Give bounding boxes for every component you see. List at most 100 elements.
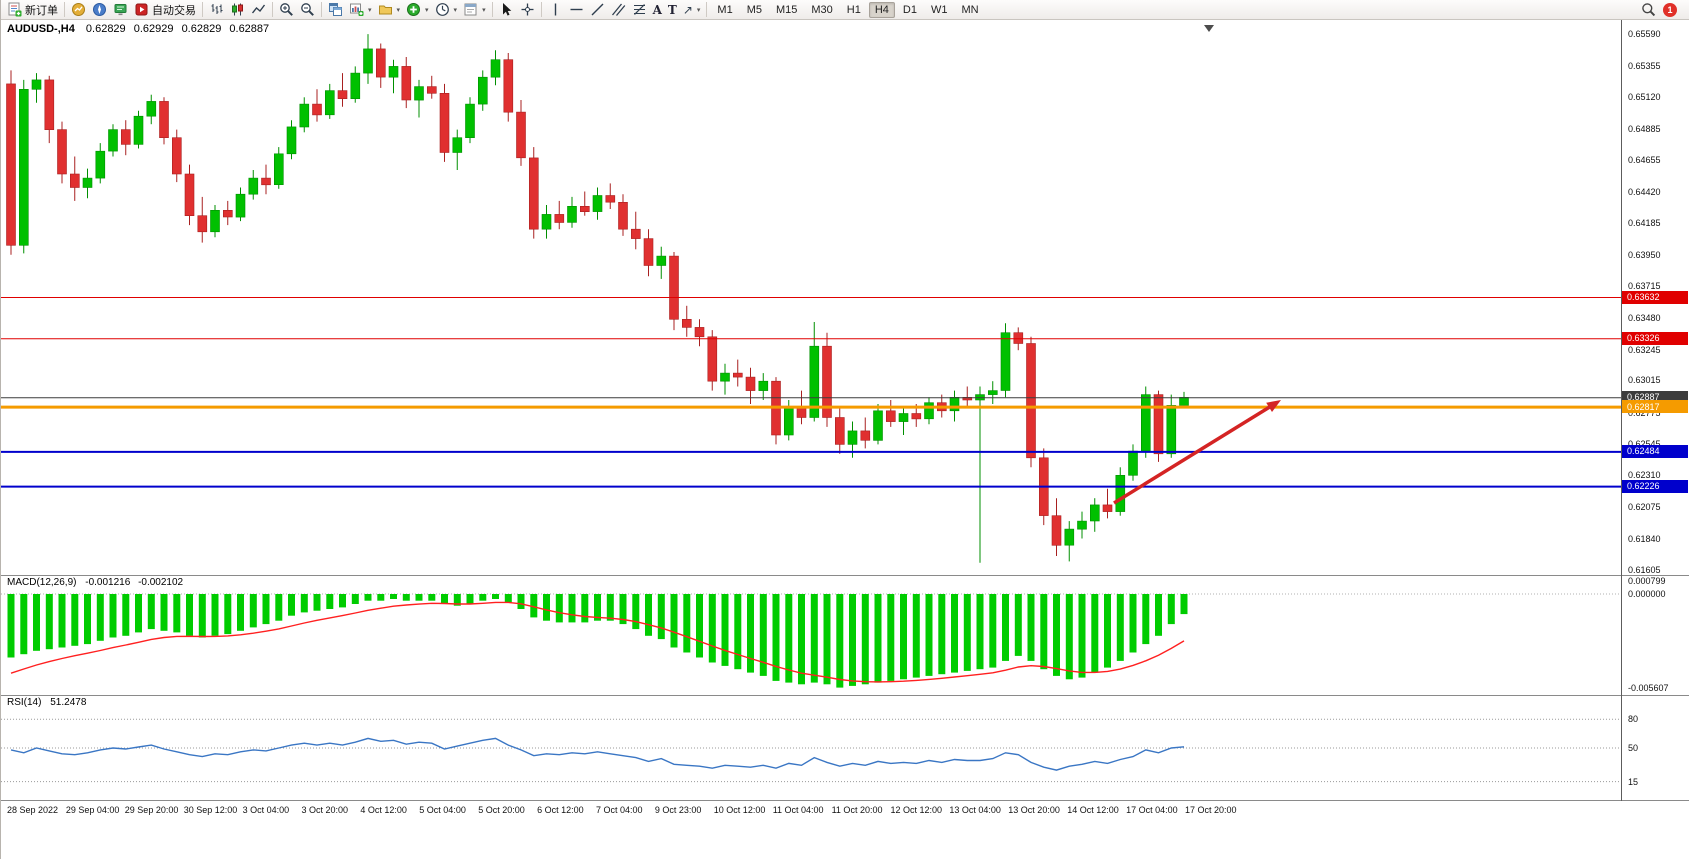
text-tool-icon: A [652, 2, 662, 17]
chart-shift-marker[interactable] [1204, 25, 1214, 32]
toolbar-separator [540, 2, 542, 17]
vline-icon [548, 2, 563, 17]
time-axis-label: 5 Oct 20:00 [478, 805, 525, 815]
timeframe-m5[interactable]: M5 [746, 3, 762, 16]
time-axis-label: 12 Oct 12:00 [890, 805, 943, 815]
rsi-line [10, 737, 1185, 771]
new-order-icon [7, 2, 22, 17]
price-line-label: 0.62226 [1622, 479, 1688, 493]
profiles-button[interactable]: ▾ [375, 1, 404, 18]
trendline-tool[interactable] [587, 1, 608, 18]
time-axis-label: 14 Oct 12:00 [1067, 805, 1119, 815]
new-chart-icon [349, 2, 364, 17]
timeframe-m30[interactable]: M30 [811, 3, 833, 16]
market-watch-icon [71, 2, 86, 17]
fibonacci-tool[interactable] [629, 1, 650, 18]
indicators-button[interactable]: ▾ [403, 1, 432, 18]
auto-trading-button[interactable]: 自动交易 [131, 1, 199, 19]
main-toolbar: 新订单 自动交易 [1, 0, 1689, 20]
label-tool-button[interactable]: T [665, 2, 680, 18]
trend-arrow[interactable] [1113, 400, 1281, 505]
search-icon[interactable] [1641, 2, 1656, 17]
price-axis-label: 0.63245 [1628, 344, 1661, 355]
rsi-level-label: 80 [1628, 714, 1639, 725]
chevron-down-icon: ▾ [453, 6, 458, 14]
window-filler [1, 822, 1689, 859]
ohlc-high: 0.62929 [133, 23, 174, 35]
price-line-label: 0.62484 [1622, 444, 1688, 458]
notification-badge[interactable]: 1 [1663, 2, 1677, 17]
tile-windows-button[interactable] [325, 1, 346, 18]
time-axis-label: 13 Oct 04:00 [949, 805, 1001, 815]
auto-trading-icon [134, 2, 149, 17]
macd-canvas[interactable] [1, 576, 1621, 695]
toolbar-separator [706, 2, 708, 17]
zoom-out-button[interactable] [297, 1, 318, 18]
toolbar-separator [272, 2, 273, 17]
macd-title: MACD(12,26,9) [7, 577, 77, 588]
price-axis-label: 0.65590 [1628, 29, 1661, 40]
line-chart-icon [251, 2, 266, 17]
timeframe-w1[interactable]: W1 [930, 3, 948, 16]
price-line-label: 0.62817 [1622, 400, 1688, 414]
arrows-tool-button[interactable]: ↗ ▾ [680, 2, 704, 18]
new-order-button[interactable]: 新订单 [4, 1, 61, 19]
zoom-in-button[interactable] [276, 1, 297, 18]
macd-value-2: -0.002102 [138, 577, 184, 588]
periods-button[interactable]: ▾ [432, 1, 461, 18]
timeframe-h1[interactable]: H1 [846, 3, 861, 16]
time-axis-label: 4 Oct 12:00 [360, 805, 407, 815]
line-chart-button[interactable] [248, 1, 269, 18]
time-axis-label: 13 Oct 20:00 [1008, 805, 1060, 815]
horizontal-line-tool[interactable] [566, 1, 587, 18]
zoom-out-icon [300, 2, 315, 17]
timeframe-mn[interactable]: MN [961, 3, 979, 16]
chevron-down-icon: ▾ [696, 6, 701, 14]
timeframe-h4[interactable]: H4 [868, 1, 895, 18]
text-tool-button[interactable]: A [650, 2, 665, 18]
time-axis[interactable]: 28 Sep 2022 29 Sep 04:00 29 Sep 20:00 30 Se… [1, 801, 1689, 822]
new-chart-button[interactable]: ▾ [346, 1, 375, 18]
candlestick-icon [230, 2, 245, 17]
timeframe-m1[interactable]: M1 [717, 3, 733, 16]
chevron-down-icon: ▾ [482, 6, 486, 14]
vertical-line-tool[interactable] [545, 1, 566, 18]
rsi-canvas[interactable] [1, 696, 1621, 800]
market-watch-button[interactable] [68, 1, 89, 18]
time-axis-label: 28 Sep 2022 [7, 805, 59, 815]
terminal-button[interactable] [110, 1, 131, 18]
chevron-down-icon: ▾ [368, 6, 372, 14]
templates-icon [463, 2, 478, 17]
price-axis-label: 0.65355 [1628, 60, 1661, 71]
time-axis-label: 11 Oct 04:00 [772, 805, 824, 815]
toolbar-separator [64, 2, 65, 17]
main-chart-canvas[interactable] [1, 20, 1621, 575]
navigator-button[interactable] [89, 1, 110, 18]
price-axis-label: 0.62545 [1628, 438, 1661, 449]
bar-chart-icon [209, 2, 224, 17]
timeframe-d1[interactable]: D1 [902, 3, 917, 16]
price-axis-label: 0.62310 [1628, 470, 1661, 481]
price-axis-label: 0.63015 [1628, 375, 1661, 386]
timeframe-m15[interactable]: M15 [775, 3, 798, 16]
price-axis-label: 0.64655 [1628, 154, 1661, 165]
chart-area: AUDUSD-,H4 0.62829 0.62929 0.62829 0.628… [1, 20, 1689, 859]
rsi-value: 51.2478 [50, 697, 87, 708]
templates-button[interactable]: ▾ [460, 1, 489, 18]
price-axis-label: 0.61840 [1628, 533, 1661, 544]
candlestick-button[interactable] [227, 1, 248, 18]
cursor-tool-button[interactable] [496, 1, 517, 18]
rsi-header: RSI(14) 51.2478 [7, 697, 91, 708]
macd-axis-label: 0.000799 [1628, 576, 1666, 586]
time-axis-label: 9 Oct 23:00 [654, 805, 702, 815]
ohlc-low: 0.62829 [181, 23, 222, 35]
crosshair-tool-button[interactable] [517, 1, 538, 18]
toolbar-separator [202, 2, 203, 17]
bar-chart-button[interactable] [206, 1, 227, 18]
tile-windows-icon [328, 2, 343, 17]
ohlc-close: 0.62887 [229, 23, 270, 35]
time-axis-label: 29 Sep 04:00 [65, 805, 120, 815]
price-axis-label: 0.64185 [1628, 218, 1661, 229]
channel-tool[interactable] [608, 1, 629, 18]
